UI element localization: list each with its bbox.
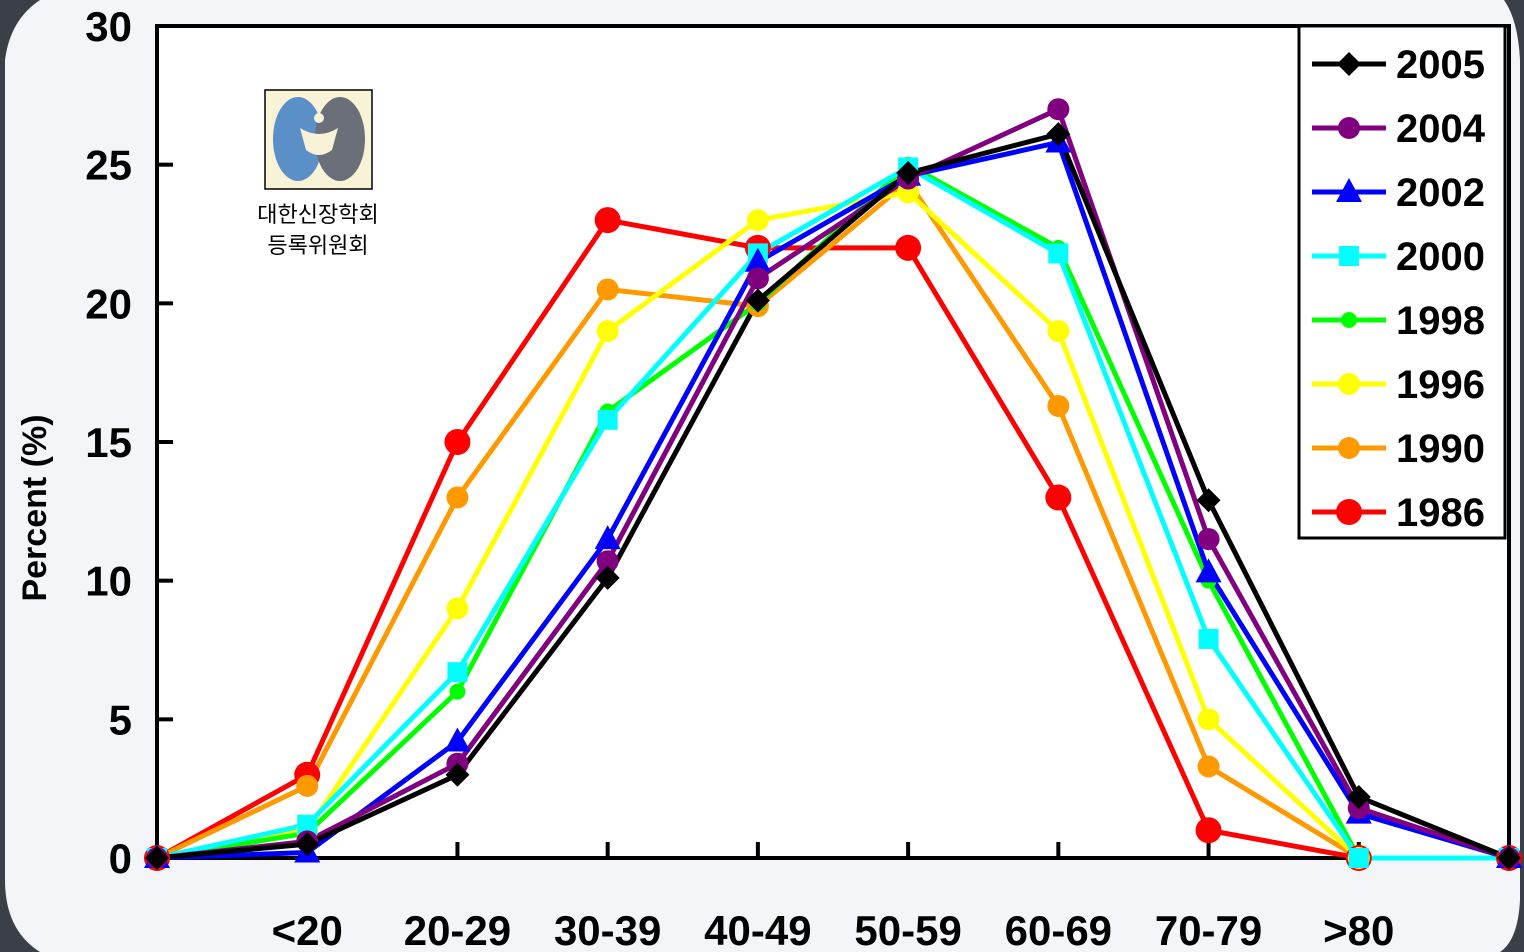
data-point-2004 [1047,98,1070,121]
data-point-2000 [447,662,468,683]
series-line-1996 [156,189,1509,861]
x-axis-ticks: <20 20-29 30-39 40-49 50-59 60-69 70-79 >80 [272,842,1394,952]
society-logo: 대한신장학회 등록위원회 [257,89,379,259]
legend-swatch-marker [1336,499,1362,525]
data-point-2005 [145,846,169,870]
data-point-1990 [446,486,469,509]
x-tick-label: >80 [1323,907,1394,952]
data-point-2002 [444,727,471,752]
legend-label: 2004 [1396,107,1486,151]
legend-label: 2000 [1396,235,1485,279]
data-point-2005 [1346,784,1371,809]
series-line-2004 [156,106,1510,861]
legend-item-1986: 1986 [1312,491,1485,535]
data-point-2000 [297,814,318,835]
series-line-2002 [156,139,1510,861]
y-tick-label: 15 [85,419,132,466]
legend-swatch-marker [1336,178,1362,202]
legend-label: 1998 [1396,299,1485,343]
data-point-2005 [295,832,320,857]
legend-swatch-marker [1339,246,1359,266]
data-point-1998 [449,683,466,700]
legend-swatch-marker [1338,437,1360,459]
x-tick-label: 40-49 [704,907,811,952]
series-lines [155,106,1510,861]
data-point-2004 [596,550,619,573]
x-tick-label: <20 [272,907,343,952]
series-line-1986 [155,217,1509,861]
y-tick-label: 25 [85,142,132,189]
data-point-2005 [896,160,921,185]
data-point-1990 [596,278,619,301]
data-point-1996 [746,209,769,232]
legend: 2005 2004 2002 2000 1998 1996 1990 1986 [1297,24,1507,540]
x-tick-label: 30-39 [554,907,661,952]
data-point-1990 [1197,755,1220,778]
legend-label: 1996 [1396,363,1485,407]
y-axis-ticks: 0 5 10 15 20 25 30 [85,3,173,882]
series-line-2005 [156,131,1510,861]
series-points-2005 [145,122,1521,870]
data-point-2000 [1198,628,1219,649]
data-point-1986 [594,207,621,234]
data-point-1996 [446,597,469,620]
data-point-2005 [1046,122,1071,147]
y-tick-label: 10 [85,558,132,605]
legend-label: 2005 [1396,43,1485,87]
legend-item-2004: 2004 [1312,107,1486,151]
data-point-1986 [1195,817,1222,844]
legend-swatch-marker [1338,117,1360,139]
data-point-1996 [1047,320,1070,343]
data-point-1990 [1047,394,1070,417]
data-point-2005 [1196,488,1221,513]
data-point-2002 [744,247,771,272]
data-point-1996 [1197,708,1220,731]
y-tick-label: 20 [85,280,132,327]
legend-swatch-marker [1338,373,1360,395]
legend-item-1996: 1996 [1312,363,1485,407]
legend-item-1998: 1998 [1312,299,1485,343]
data-point-2002 [1195,558,1222,583]
legend-swatch-marker [1341,312,1357,328]
logo-text-line1: 대한신장학회 [257,203,378,228]
data-point-1986 [895,234,922,261]
data-point-2005 [745,288,770,313]
x-tick-label: 50-59 [854,907,961,952]
data-point-2000 [1348,848,1369,868]
kidney-right-icon [315,97,365,181]
data-point-2005 [1497,846,1521,870]
data-point-2005 [595,565,620,590]
legend-label: 1986 [1396,491,1485,535]
x-tick-label: 20-29 [404,907,511,952]
data-point-1986 [1045,484,1072,511]
legend-label: 1990 [1396,427,1485,471]
logo-text-line2: 등록위원회 [267,234,368,259]
legend-item-2000: 2000 [1312,235,1485,279]
y-tick-label: 0 [109,835,132,882]
data-point-2004 [1197,528,1220,551]
data-point-1986 [444,429,471,455]
series-line-2000 [156,164,1509,861]
data-point-2000 [597,409,618,430]
legend-item-2002: 2002 [1312,171,1485,215]
legend-swatch-marker [1337,52,1361,76]
series-line-1990 [155,178,1509,861]
legend-label: 2002 [1396,171,1485,215]
data-point-2002 [594,525,621,550]
y-tick-label: 5 [109,696,132,743]
data-point-2004 [746,267,769,290]
kidney-left-icon [273,97,323,181]
y-tick-label: 30 [85,3,132,50]
legend-item-2005: 2005 [1312,43,1485,87]
x-tick-label: 60-69 [1005,907,1112,952]
x-tick-label: 70-79 [1155,907,1262,952]
legend-item-1990: 1990 [1312,427,1485,471]
data-point-1990 [296,774,319,797]
data-point-2005 [445,762,470,787]
y-axis-title: Percent (%) [16,414,54,601]
series-markers [144,98,1522,871]
data-point-1996 [596,320,619,343]
data-point-2000 [1048,243,1069,264]
